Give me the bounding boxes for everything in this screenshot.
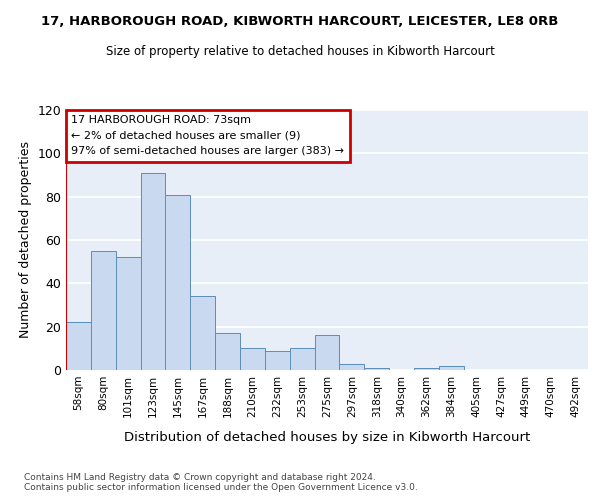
Bar — [116, 258, 140, 370]
Bar — [66, 322, 91, 370]
Y-axis label: Number of detached properties: Number of detached properties — [19, 142, 32, 338]
Bar — [265, 350, 290, 370]
Bar — [314, 336, 340, 370]
Bar — [364, 368, 389, 370]
Text: Contains public sector information licensed under the Open Government Licence v3: Contains public sector information licen… — [24, 484, 418, 492]
Text: 17 HARBOROUGH ROAD: 73sqm
← 2% of detached houses are smaller (9)
97% of semi-de: 17 HARBOROUGH ROAD: 73sqm ← 2% of detach… — [71, 115, 344, 156]
Bar — [240, 348, 265, 370]
Bar — [414, 368, 439, 370]
Bar — [190, 296, 215, 370]
Bar — [215, 333, 240, 370]
Text: Size of property relative to detached houses in Kibworth Harcourt: Size of property relative to detached ho… — [106, 45, 494, 58]
Bar — [340, 364, 364, 370]
Bar — [439, 366, 464, 370]
Bar — [166, 194, 190, 370]
Bar — [91, 251, 116, 370]
Bar — [290, 348, 314, 370]
Text: 17, HARBOROUGH ROAD, KIBWORTH HARCOURT, LEICESTER, LE8 0RB: 17, HARBOROUGH ROAD, KIBWORTH HARCOURT, … — [41, 15, 559, 28]
X-axis label: Distribution of detached houses by size in Kibworth Harcourt: Distribution of detached houses by size … — [124, 431, 530, 444]
Bar — [140, 173, 166, 370]
Text: Contains HM Land Registry data © Crown copyright and database right 2024.: Contains HM Land Registry data © Crown c… — [24, 474, 376, 482]
